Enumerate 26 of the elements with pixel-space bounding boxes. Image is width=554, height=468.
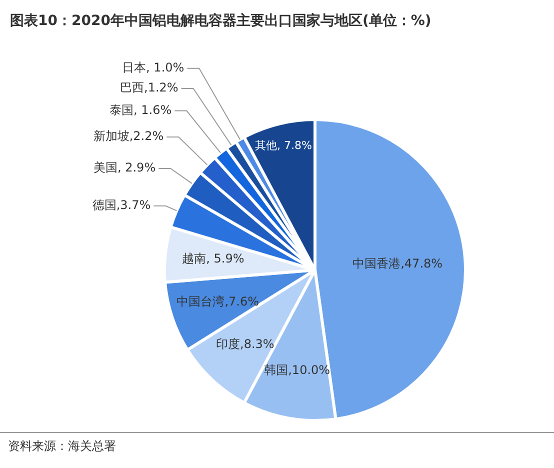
slice-label: 美国: [93, 160, 118, 175]
slice-label: 其他: [255, 138, 278, 152]
slice-label: 印度: [216, 336, 240, 351]
data-label: , 2.9%: [117, 160, 156, 175]
data-label: ,7.6%: [224, 294, 260, 308]
data-label: , 1.0%: [146, 60, 184, 75]
data-label: ,2.2%: [129, 129, 164, 144]
data-label: ,10.0%: [288, 362, 330, 377]
data-label: , 7.8%: [277, 138, 312, 152]
slice-label: 日本: [122, 60, 146, 75]
data-label: ,47.8%: [400, 256, 443, 270]
slice-label: 泰国: [110, 102, 134, 117]
data-label: ,3.7%: [116, 198, 151, 212]
text: 资料来源：海关总署: [8, 438, 116, 455]
slice-label: 德国: [92, 198, 116, 212]
data-label: ,8.3%: [240, 336, 274, 351]
data-label: , 5.9%: [206, 252, 244, 266]
slice-label: 中国台湾: [176, 294, 225, 308]
slice-label: 韩国: [264, 362, 288, 377]
data-label: ,1.2%: [144, 80, 178, 95]
slice-label: 新加坡: [93, 129, 130, 144]
data-label: , 1.6%: [134, 102, 172, 117]
slice-label: 中国香港: [352, 256, 401, 270]
slice-label: 巴西: [120, 80, 144, 95]
chart-title: 图表10：2020年中国铝电解电容器主要出口国家与地区(单位：%): [10, 12, 432, 30]
slice-label: 越南: [182, 252, 206, 266]
